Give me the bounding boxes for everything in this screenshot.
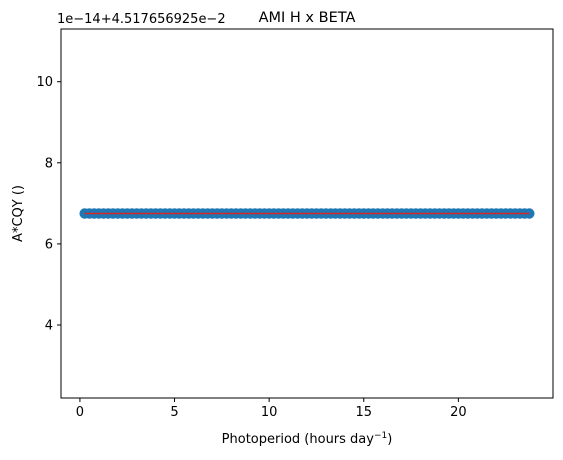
axes-frame: [60, 28, 554, 399]
x-tick-label: 0: [76, 405, 84, 420]
scatter-point: [524, 208, 535, 219]
y-tick-label: 10: [36, 75, 53, 90]
y-tick-label: 8: [45, 156, 53, 171]
y-offset-text: 1e−14+4.517656925e−2: [57, 12, 226, 27]
x-axis-label-main: Photoperiod (hours day: [222, 432, 375, 447]
x-tick-label: 20: [450, 405, 467, 420]
x-tick-label: 15: [355, 405, 372, 420]
ticks: 0 5 10 15 20 4 6 8 10: [36, 75, 466, 420]
x-tick-label: 10: [261, 405, 278, 420]
x-axis-label: Photoperiod (hours day−1): [222, 431, 393, 447]
x-axis-label-end: ): [387, 432, 392, 447]
y-tick-label: 6: [45, 237, 53, 252]
y-tick-label: 4: [45, 319, 53, 334]
x-tick-label: 5: [170, 405, 178, 420]
data-marks: [79, 208, 535, 219]
x-axis-label-sup: −1: [374, 431, 387, 441]
chart-title: AMI H x BETA: [259, 10, 356, 26]
y-axis-label: A*CQY (): [11, 185, 26, 242]
